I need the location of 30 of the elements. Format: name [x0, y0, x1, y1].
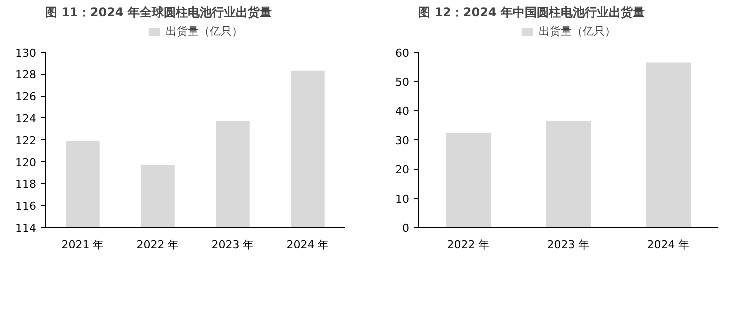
chart-title: 图 12：2024 年中国圆柱电池行业出货量 [418, 6, 645, 20]
chart-title: 图 11：2024 年全球圆柱电池行业出货量 [46, 6, 272, 20]
x-tick-label: 2024 年 [286, 238, 330, 252]
legend-label: 出货量（亿只） [166, 24, 243, 39]
y-tick-label: 114 [16, 222, 37, 235]
y-tick-label: 124 [16, 112, 37, 126]
y-tick-label: 60 [396, 46, 410, 60]
y-tick-label: 20 [396, 164, 410, 177]
y-tick-label: 10 [396, 192, 410, 206]
y-tick-label: 126 [16, 90, 37, 104]
legend-label: 出货量（亿只） [539, 24, 616, 39]
bar [646, 62, 691, 228]
x-tick-label: 2023 年 [212, 238, 254, 252]
y-tick-label: 122 [16, 134, 37, 148]
y-tick-label: 118 [16, 178, 37, 192]
x-tick-label: 2022 年 [136, 238, 180, 252]
y-tick-label: 0 [402, 222, 410, 235]
bar [446, 133, 491, 228]
y-tick-label: 120 [16, 156, 37, 170]
x-tick-label: 2024 年 [647, 238, 690, 252]
x-tick-label: 2023 年 [547, 238, 590, 252]
y-tick-label: 116 [16, 200, 37, 214]
bar [546, 121, 591, 228]
x-tick-label: 2022 年 [447, 238, 490, 252]
y-tick-label: 40 [396, 105, 410, 118]
y-tick-label: 30 [396, 134, 410, 148]
y-tick-label: 130 [16, 46, 37, 60]
y-tick-label: 128 [16, 68, 37, 82]
y-tick-label: 50 [396, 76, 410, 89]
x-tick-label: 2021 年 [62, 238, 104, 252]
